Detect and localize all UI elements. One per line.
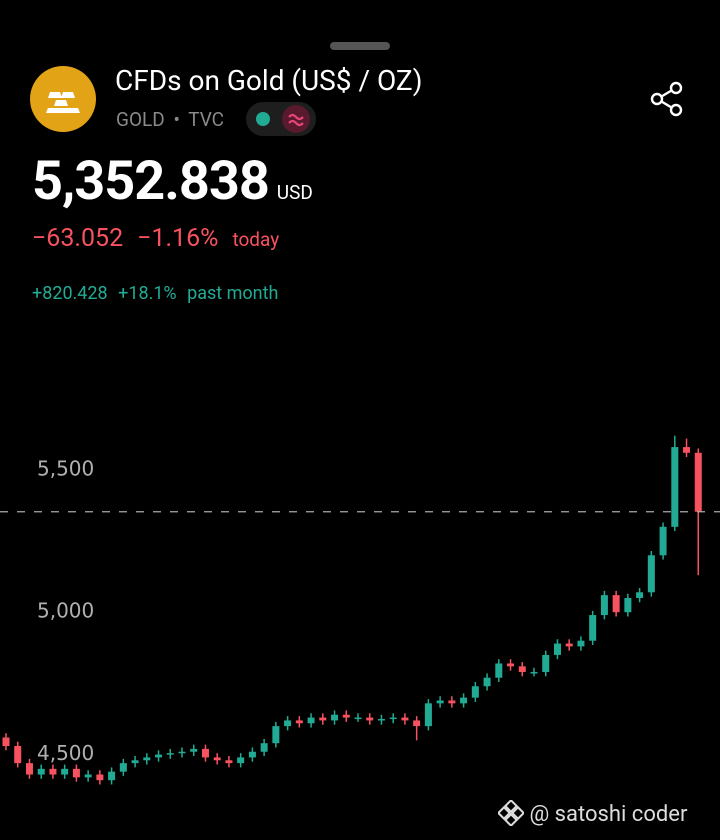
month-abs: +820.428 <box>32 283 108 304</box>
symbol-line: GOLD • TVC <box>116 108 224 131</box>
candle-body <box>366 717 374 721</box>
candle-body <box>119 763 127 772</box>
candle-body <box>659 526 667 556</box>
candle-body <box>342 714 350 718</box>
watermark: @ satoshi coder <box>529 802 688 827</box>
y-tick-label: 5,500 <box>37 456 94 480</box>
candle-body <box>612 595 620 613</box>
candle-body <box>683 447 691 453</box>
currency: USD <box>276 181 313 204</box>
candle-body <box>319 717 327 721</box>
candle-body <box>424 703 432 727</box>
symbol: GOLD <box>116 108 165 131</box>
change-abs: −63.052 <box>32 224 124 253</box>
gold-icon <box>46 92 80 113</box>
candle-body <box>331 714 339 721</box>
candle-body <box>84 774 92 778</box>
y-tick-label: 5,000 <box>37 599 94 623</box>
candle-body <box>178 751 186 754</box>
candle-body <box>72 768 80 778</box>
candle-body <box>131 760 139 764</box>
candle-body <box>542 654 550 673</box>
candle-body <box>190 748 198 752</box>
candle-body <box>37 768 45 775</box>
month-line: +820.428 +18.1% past month <box>32 283 278 304</box>
candle-body <box>530 672 538 674</box>
market-open-dot <box>256 112 270 126</box>
status-pill[interactable] <box>246 102 316 136</box>
candle-body <box>49 768 57 775</box>
candle-body <box>401 717 409 721</box>
title: CFDs on Gold (US$ / OZ) <box>115 64 423 97</box>
candle-body <box>553 643 561 655</box>
candle-body <box>284 720 292 727</box>
candle-body <box>471 686 479 698</box>
candle-body <box>14 746 22 764</box>
candle-body <box>577 640 585 647</box>
candle-body <box>2 737 10 747</box>
watermark-line: @ satoshi coder <box>496 798 688 828</box>
candle-body <box>671 447 679 527</box>
candle-body <box>166 753 174 755</box>
candle-body <box>225 760 233 764</box>
share-button[interactable] <box>648 80 686 118</box>
drag-handle[interactable] <box>330 42 390 50</box>
price-line: 5,352.838 USD <box>32 150 313 213</box>
candle-body <box>96 774 104 781</box>
candle-body <box>436 700 444 704</box>
candle-body <box>565 643 573 647</box>
change-line: −63.052 −1.16% today <box>32 224 279 253</box>
candle-body <box>600 595 608 616</box>
separator: • <box>173 108 180 131</box>
candle-body <box>143 757 151 761</box>
y-tick-label: 4,500 <box>37 741 94 765</box>
candle-body <box>636 592 644 598</box>
candle-body <box>413 720 421 727</box>
candle-body <box>495 663 503 678</box>
delayed-badge <box>282 105 310 133</box>
month-period: past month <box>187 283 279 304</box>
candle-body <box>354 717 362 720</box>
price: 5,352.838 <box>32 150 270 213</box>
candle-body <box>213 757 221 761</box>
candle-body <box>25 763 33 775</box>
candle-body <box>155 754 163 758</box>
candle-body <box>448 700 456 704</box>
change-pct: −1.16% <box>137 224 219 253</box>
candle-body <box>624 597 632 613</box>
candle-body <box>108 771 116 781</box>
candle-body <box>260 743 268 752</box>
candle-body <box>237 757 245 764</box>
candle-body <box>507 663 515 667</box>
candle-body <box>483 677 491 687</box>
approx-icon <box>288 113 304 127</box>
candle-body <box>647 555 655 593</box>
month-pct: +18.1% <box>118 283 177 304</box>
candle-body <box>460 697 468 704</box>
candle-body <box>307 717 315 724</box>
candle-body <box>201 748 209 758</box>
candle-body <box>389 717 397 720</box>
candle-body <box>248 751 256 758</box>
candle-body <box>377 718 385 721</box>
candle-body <box>518 666 526 673</box>
candle-body <box>589 615 597 641</box>
candle-body <box>295 720 303 724</box>
exchange: TVC <box>188 108 225 131</box>
candle-body <box>694 452 702 512</box>
watermark-icon <box>496 798 526 828</box>
candle-body <box>61 768 69 775</box>
change-period: today <box>232 228 280 251</box>
logo <box>30 66 96 132</box>
candle-body <box>272 726 280 744</box>
